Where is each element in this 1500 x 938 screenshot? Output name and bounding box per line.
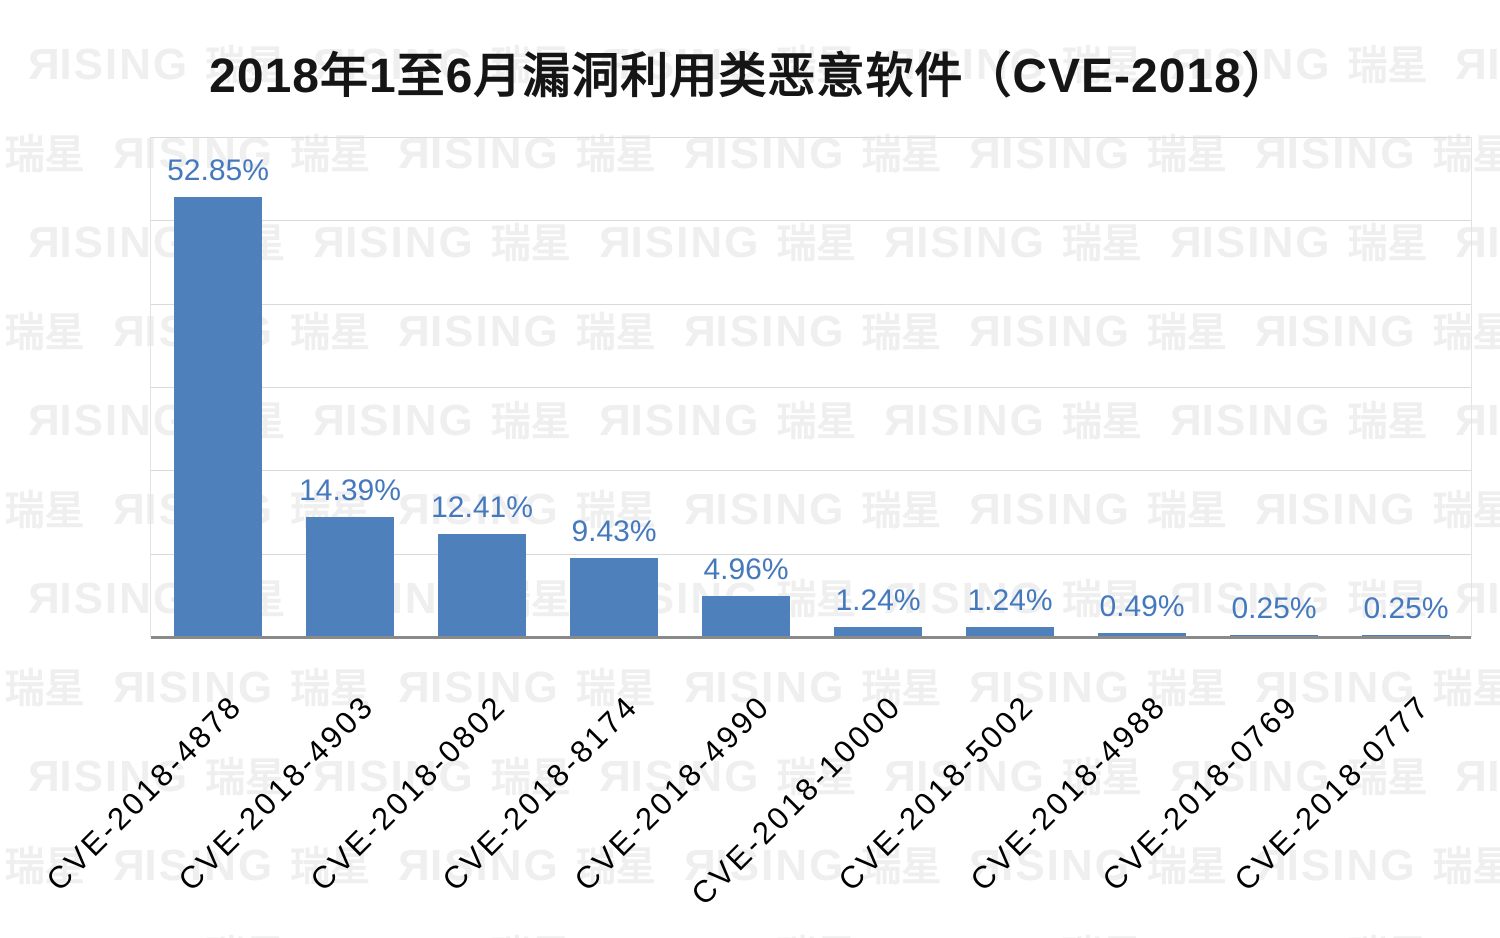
bar-value-label: 0.25% [1231,591,1317,625]
chart-title: 2018年1至6月漏洞利用类恶意软件（CVE-2018） [209,50,1291,103]
bar-CVE-2018-4878 [174,196,262,637]
gridline [151,470,1471,472]
bar-CVE-2018-0777 [1362,634,1450,637]
x-axis-line [151,636,1471,639]
bar-CVE-2018-10000 [834,626,922,637]
bar-value-label: 9.43% [571,515,657,549]
gridline [151,303,1471,305]
bar-value-label: 52.85% [167,153,269,187]
bar-CVE-2018-0769 [1230,634,1318,637]
bar-CVE-2018-0802 [438,533,526,637]
bar-value-label: 12.41% [431,490,533,524]
bar-CVE-2018-8174 [570,558,658,637]
bar-value-label: 0.49% [1099,589,1185,623]
gridline [151,387,1471,388]
gridline [151,137,1471,138]
bar-CVE-2018-4903 [306,517,394,637]
bar-value-label: 1.24% [835,583,921,617]
plot-area: 52.85% 14.39% 12.41% 9.43% 4.96% 1.24% 1.24% 0.… [150,137,1472,639]
gridline [151,553,1471,555]
bar-value-label: 14.39% [299,474,401,508]
bar-value-label: 0.25% [1363,591,1449,625]
bar-CVE-2018-5002 [966,626,1054,637]
bar-value-label: 4.96% [703,552,789,586]
bar-CVE-2018-4988 [1098,632,1186,637]
gridline [151,220,1471,222]
bar-value-label: 1.24% [967,583,1053,617]
bar-CVE-2018-4990 [702,595,790,637]
